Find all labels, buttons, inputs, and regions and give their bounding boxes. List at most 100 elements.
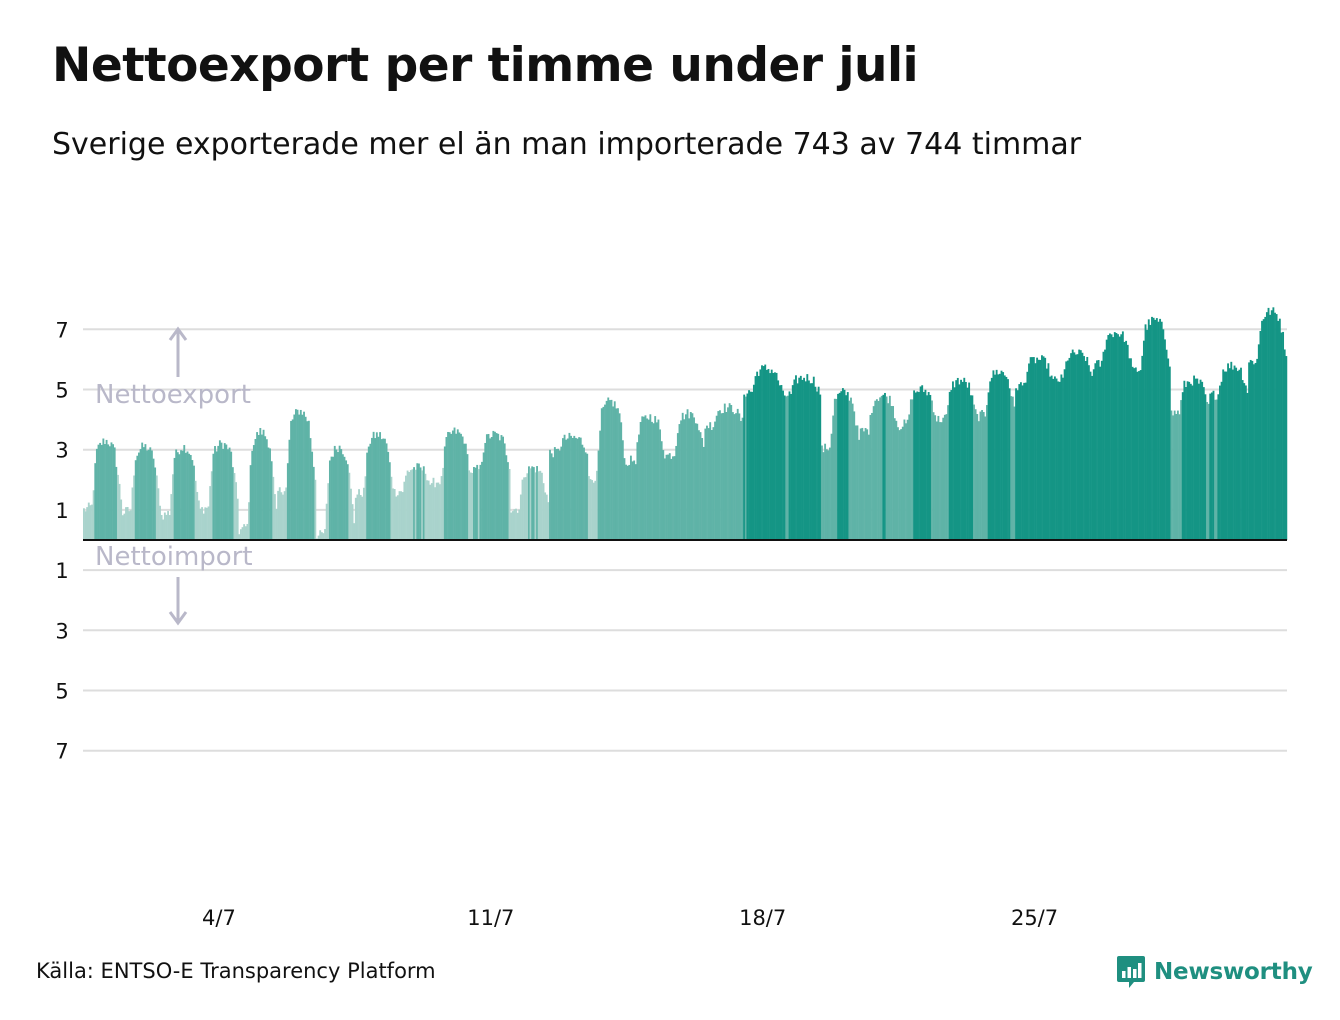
hour-bar	[294, 409, 297, 540]
hour-bar	[892, 406, 895, 540]
hour-bar	[1045, 368, 1048, 540]
hour-bar	[672, 456, 674, 540]
hour-bar	[1019, 382, 1022, 540]
hour-bar	[939, 422, 941, 540]
hour-bar	[1099, 366, 1102, 540]
hour-bar	[275, 508, 278, 540]
hour-bar	[872, 406, 875, 540]
chart-subtitle: Sverige exporterade mer el än man import…	[52, 127, 1082, 162]
hour-bar	[775, 372, 778, 540]
hour-bar	[654, 416, 657, 540]
hour-bar	[341, 454, 344, 540]
hour-bar	[473, 467, 475, 540]
hour-bar	[1244, 385, 1247, 540]
hour-bar	[272, 476, 275, 540]
hour-bar	[979, 411, 982, 540]
hour-bar	[736, 408, 739, 540]
hour-bar	[506, 462, 509, 540]
chart-title: Nettoexport per timme under juli	[52, 38, 919, 93]
hour-bar	[147, 449, 150, 540]
hour-bar	[403, 481, 406, 540]
hour-bar	[1189, 383, 1192, 540]
hour-bar	[848, 400, 851, 540]
hour-bar	[982, 412, 985, 540]
hour-bar	[1214, 399, 1217, 540]
hour-bar	[604, 404, 606, 540]
y-tick-label: 3	[55, 439, 68, 463]
hour-bar	[660, 441, 663, 540]
hour-bar	[610, 399, 613, 540]
hour-bar	[633, 460, 636, 540]
hour-bar	[984, 416, 987, 540]
hour-bar	[1123, 341, 1126, 540]
hour-bar	[319, 530, 322, 540]
hour-bar	[937, 415, 940, 540]
hour-bar	[97, 444, 100, 540]
hour-bar	[102, 438, 105, 540]
hour-bar	[249, 465, 252, 540]
hour-bar	[1259, 331, 1262, 540]
y-tick-label: 7	[55, 740, 68, 764]
hour-bar	[602, 406, 605, 540]
hour-bar	[301, 414, 304, 540]
hour-bar	[1238, 369, 1241, 540]
hour-bar	[701, 438, 704, 540]
hour-bar	[756, 371, 759, 540]
hour-bar	[638, 434, 640, 540]
hour-bar	[230, 451, 233, 540]
newsworthy-logo[interactable]: Newsworthy	[1116, 954, 1313, 990]
hour-bar	[144, 444, 147, 540]
hour-bar	[807, 380, 810, 540]
hour-bar	[94, 463, 97, 540]
hour-bar	[804, 381, 807, 540]
hour-bar	[953, 387, 956, 540]
hour-bar	[154, 467, 157, 540]
hour-bar	[799, 375, 802, 540]
hour-bar	[1081, 352, 1084, 540]
hour-bar	[100, 444, 103, 540]
hour-bar	[1141, 355, 1144, 540]
hour-bar	[617, 408, 619, 540]
hour-bar	[125, 507, 127, 540]
hour-bar	[649, 414, 652, 540]
hour-bar	[257, 434, 260, 540]
hour-bar	[1005, 376, 1008, 540]
hour-bar	[905, 423, 907, 540]
x-tick-label: 18/7	[739, 906, 786, 930]
hour-bar	[576, 438, 579, 540]
hour-bar	[1264, 316, 1267, 540]
hour-bar	[328, 460, 331, 540]
hour-bar	[419, 467, 422, 540]
hour-bar	[434, 487, 437, 540]
hour-bar	[820, 445, 823, 540]
y-tick-label: 1	[55, 559, 68, 583]
hour-bar	[395, 496, 398, 540]
hour-bar	[955, 380, 958, 540]
hour-bar	[521, 479, 524, 540]
hour-bar	[356, 494, 359, 540]
hour-bar	[950, 390, 953, 540]
hour-bar	[1183, 380, 1186, 540]
hour-bar	[833, 398, 836, 540]
hour-bar	[118, 483, 121, 540]
hour-bar	[1011, 396, 1014, 540]
hour-bar	[91, 504, 93, 540]
hour-bar	[396, 495, 399, 540]
hour-bar	[926, 395, 928, 540]
hour-bar	[379, 432, 382, 540]
hour-bar	[515, 508, 517, 540]
hour-bar	[916, 391, 919, 540]
hour-bar	[1010, 396, 1013, 540]
hour-bar	[1225, 371, 1228, 540]
hour-bar	[358, 489, 360, 540]
hour-bar	[884, 392, 886, 540]
hour-bar	[181, 450, 184, 540]
y-tick-label: 3	[55, 619, 68, 643]
hour-bar	[235, 482, 237, 540]
hour-bar	[1210, 392, 1213, 540]
hour-bar	[277, 490, 280, 540]
hour-bar	[838, 392, 841, 540]
hour-bar	[1075, 354, 1077, 540]
hour-bar	[573, 435, 576, 540]
hour-bar	[1154, 319, 1157, 540]
